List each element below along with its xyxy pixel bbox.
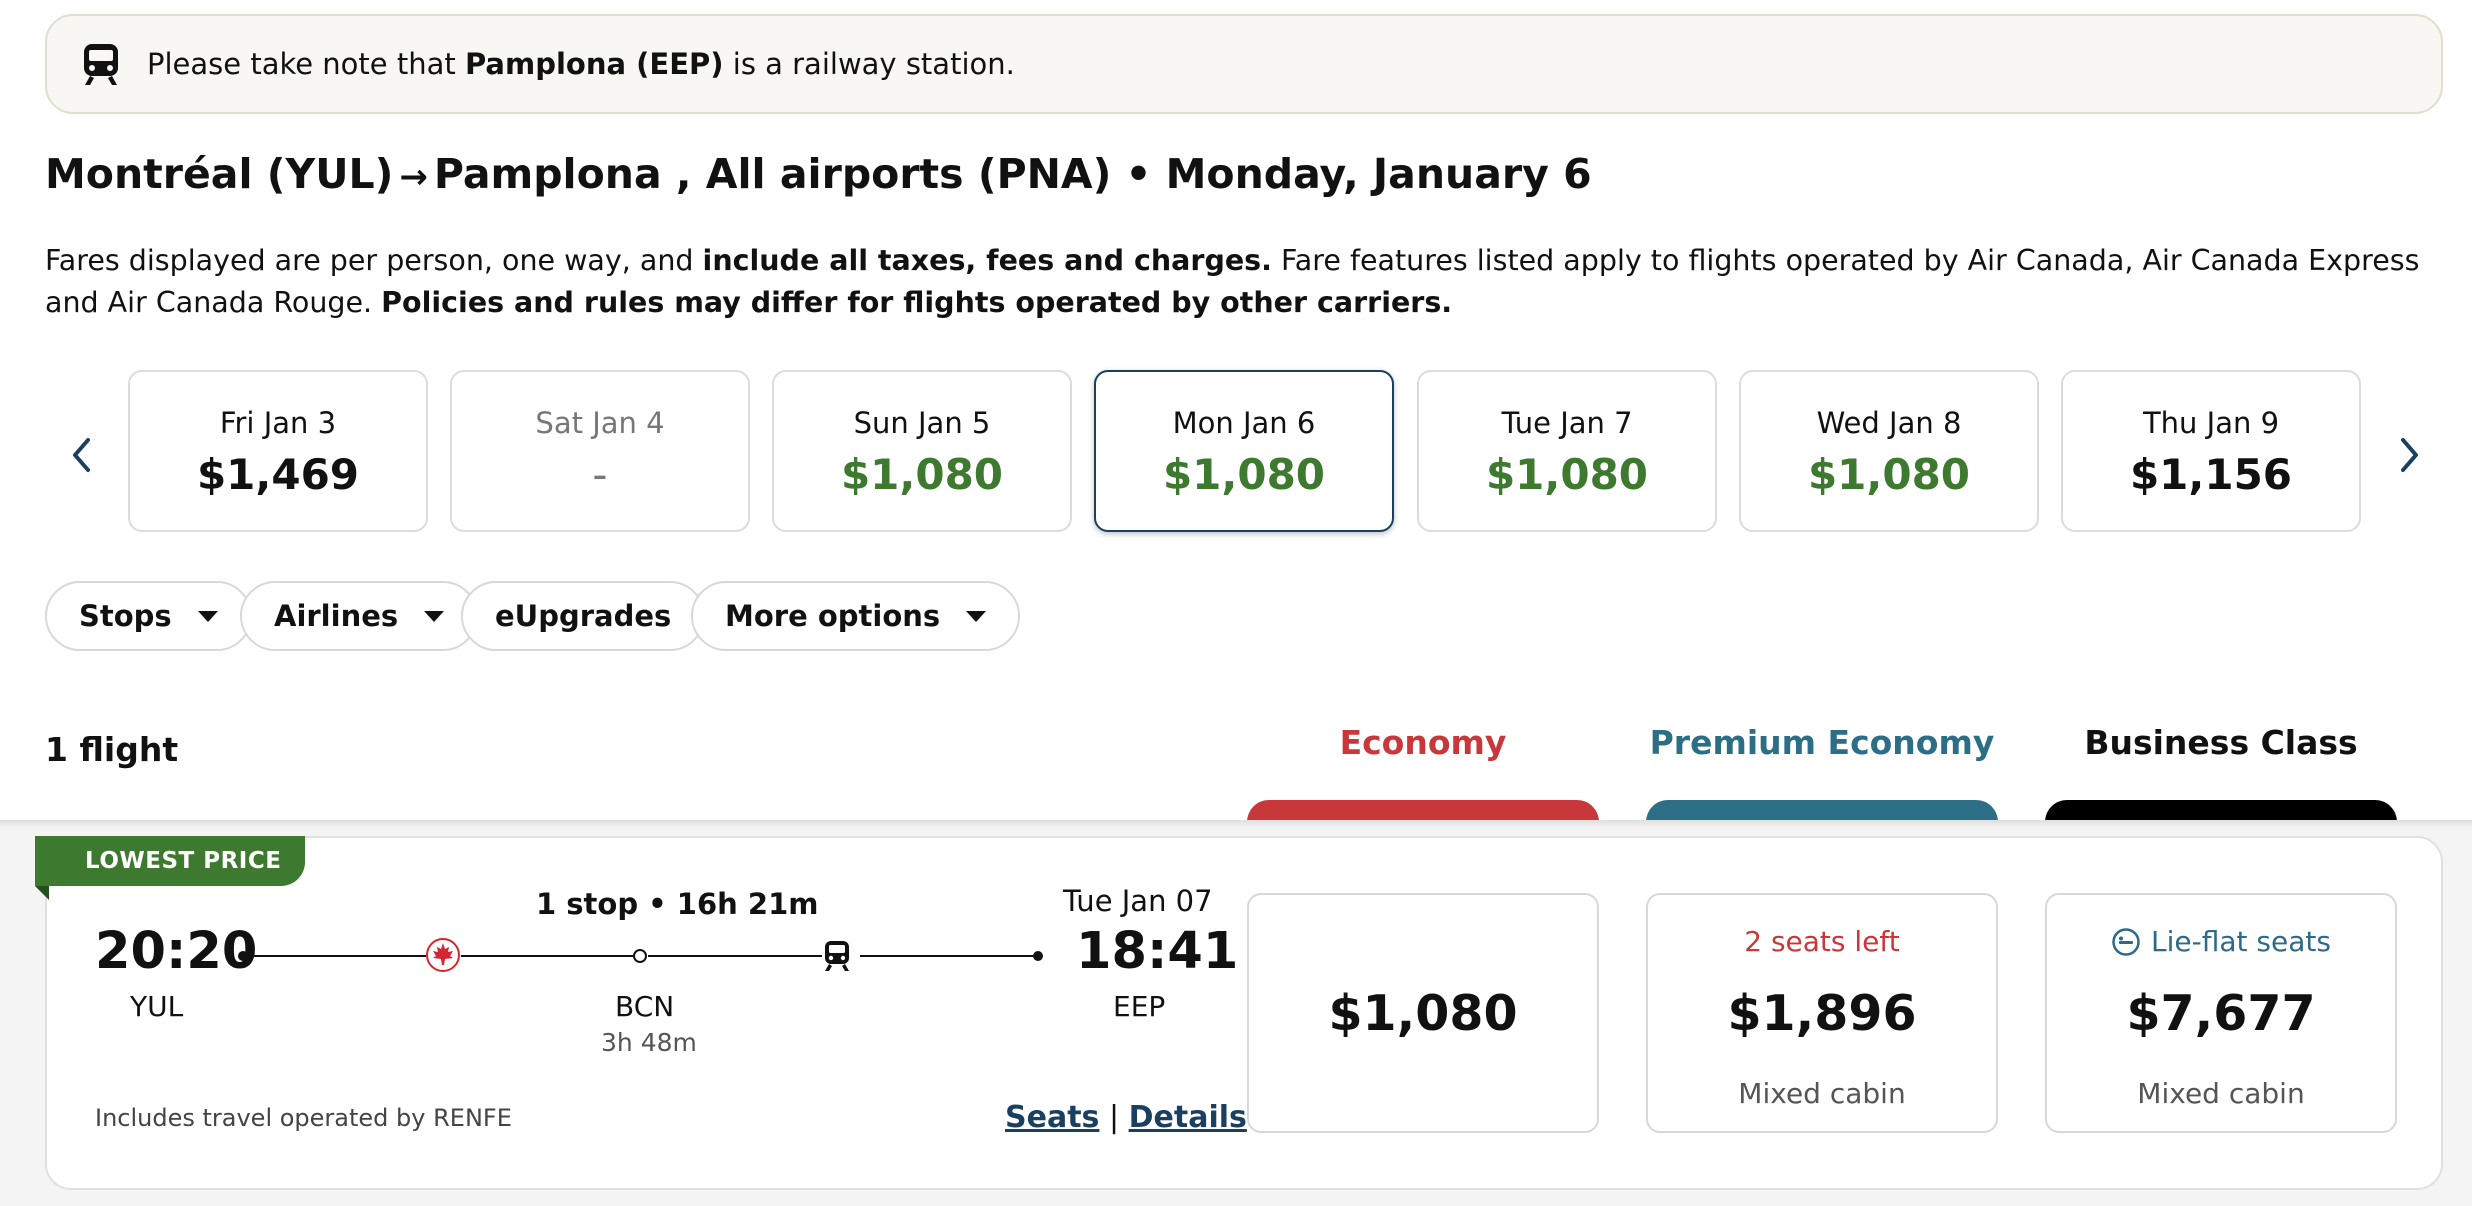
departure-dot	[238, 951, 248, 961]
operated-by-note: Includes travel operated by RENFE	[95, 1104, 512, 1132]
caret-down-icon	[197, 610, 218, 622]
cabin-header-premium-economy[interactable]: Premium Economy	[1649, 723, 1995, 762]
route-arrow: →	[399, 157, 428, 197]
arrival-code: EEP	[1113, 990, 1166, 1023]
train-icon	[84, 44, 118, 85]
date-price: $1,156	[2129, 450, 2293, 499]
date-option-mon-jan-6[interactable]: Mon Jan 6 $1,080	[1094, 370, 1394, 532]
date-label: Sun Jan 5	[853, 406, 991, 440]
chevron-left-icon	[73, 438, 90, 472]
notice-text: Please take note that Pamplona (EEP) is …	[147, 47, 1015, 81]
seats-left-note: 2 seats left	[1744, 925, 1900, 958]
stops-summary: 1 stop • 16h 21m	[536, 887, 819, 921]
date-option-sun-jan-5[interactable]: Sun Jan 5 $1,080	[772, 370, 1072, 532]
date-price: $1,080	[1162, 450, 1326, 499]
airlines-filter-label: Airlines	[274, 599, 399, 633]
date-label: Sat Jan 4	[535, 406, 665, 440]
more-options-filter-label: More options	[725, 599, 941, 633]
date-label: Thu Jan 9	[2142, 406, 2280, 440]
date-option-tue-jan-7[interactable]: Tue Jan 7 $1,080	[1417, 370, 1717, 532]
chevron-right-icon	[2401, 438, 2418, 472]
connection-code: BCN	[615, 990, 675, 1023]
arrival-dot	[1033, 951, 1043, 961]
arrival-date: Tue Jan 07	[1063, 884, 1213, 918]
route-destination: Pamplona , All airports (PNA)	[433, 150, 1112, 198]
caret-down-icon	[966, 610, 987, 622]
seats-link[interactable]: Seats	[1005, 1100, 1100, 1135]
flight-result-card	[45, 836, 2443, 1190]
date-option-fri-jan-3[interactable]: Fri Jan 3 $1,469	[128, 370, 428, 532]
link-separator: |	[1108, 1100, 1120, 1135]
cabin-header-economy[interactable]: Economy	[1339, 723, 1507, 762]
details-link[interactable]: Details	[1128, 1100, 1247, 1135]
stops-filter-label: Stops	[79, 599, 172, 633]
business-class-fare-button[interactable]: Lie-flat seats $7,677 Mixed cabin	[2045, 893, 2397, 1133]
date-option-sat-jan-4[interactable]: Sat Jan 4 -	[450, 370, 750, 532]
date-option-wed-jan-8[interactable]: Wed Jan 8 $1,080	[1739, 370, 2039, 532]
fares-disclaimer: Fares displayed are per person, one way,…	[45, 244, 2420, 319]
connection-stop-dot	[633, 949, 647, 963]
previous-dates-button[interactable]	[56, 430, 106, 480]
railway-station-notice: Please take note that Pamplona (EEP) is …	[45, 14, 2443, 114]
business-fare-price: $7,677	[2126, 985, 2316, 1042]
date-price: -	[592, 450, 608, 499]
date-label: Mon Jan 6	[1172, 406, 1316, 440]
economy-fare-price: $1,080	[1328, 985, 1518, 1042]
page-title: Montréal (YUL) → Pamplona , All airports (…	[45, 150, 1592, 198]
flight-links: Seats | Details	[1005, 1100, 1247, 1135]
economy-fare-button[interactable]: $1,080	[1247, 893, 1599, 1133]
lie-flat-label: Lie-flat seats	[2151, 925, 2331, 958]
next-dates-button[interactable]	[2385, 430, 2435, 480]
premium-economy-fare-button[interactable]: 2 seats left $1,896 Mixed cabin	[1646, 893, 1998, 1133]
arrival-time: 18:41	[1076, 922, 1239, 981]
departure-time: 20:20	[95, 922, 258, 981]
route-origin: Montréal (YUL)	[45, 150, 394, 198]
lie-flat-note: Lie-flat seats	[2047, 925, 2395, 964]
date-price: $1,080	[1485, 450, 1649, 499]
cabin-header-business[interactable]: Business Class	[2084, 723, 2358, 762]
results-count: 1 flight	[45, 730, 179, 769]
layover-duration: 3h 48m	[601, 1028, 697, 1057]
more-options-filter-button[interactable]: More options	[691, 581, 1021, 651]
lie-flat-seat-icon	[2112, 927, 2140, 956]
route-separator: •	[1125, 150, 1152, 198]
eupgrades-filter-button[interactable]: eUpgrades	[461, 581, 706, 651]
premium-economy-fare-price: $1,896	[1727, 985, 1917, 1042]
airlines-filter-button[interactable]: Airlines	[240, 581, 479, 651]
lowest-price-badge: LOWEST PRICE	[35, 836, 305, 886]
notice-station: Pamplona (EEP)	[464, 47, 724, 81]
business-cabin-type: Mixed cabin	[2137, 1077, 2305, 1110]
date-price: $1,080	[840, 450, 1004, 499]
date-label: Wed Jan 8	[1816, 406, 1962, 440]
date-price: $1,469	[196, 450, 360, 499]
stops-filter-button[interactable]: Stops	[45, 581, 252, 651]
eupgrades-filter-label: eUpgrades	[495, 599, 672, 633]
train-icon	[825, 941, 849, 971]
date-label: Fri Jan 3	[219, 406, 337, 440]
premium-cabin-type: Mixed cabin	[1738, 1077, 1906, 1110]
air-canada-logo-icon	[426, 938, 460, 972]
date-label: Tue Jan 7	[1501, 406, 1633, 440]
caret-down-icon	[424, 610, 445, 622]
departure-code: YUL	[130, 990, 184, 1023]
route-date: Monday, January 6	[1165, 150, 1592, 198]
date-price: $1,080	[1807, 450, 1971, 499]
date-option-thu-jan-9[interactable]: Thu Jan 9 $1,156	[2061, 370, 2361, 532]
